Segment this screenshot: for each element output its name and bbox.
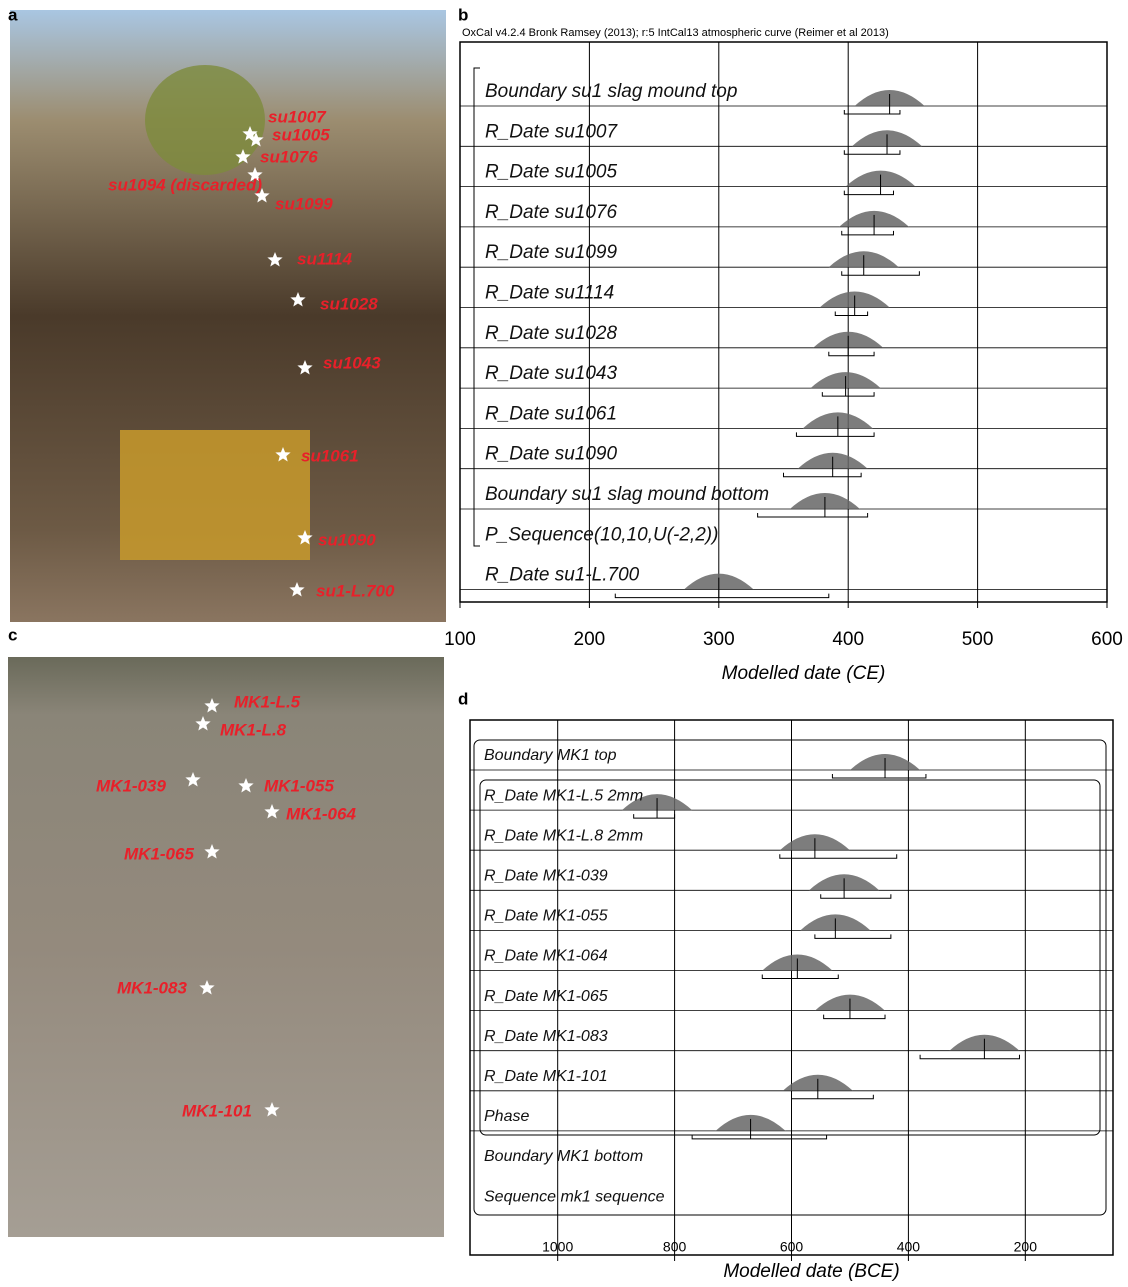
excavator xyxy=(120,430,310,560)
range-bracket xyxy=(844,191,893,195)
x-tick-label: 600 xyxy=(780,1239,804,1255)
panel-letter: c xyxy=(8,625,17,644)
photo-label: su1005 xyxy=(272,125,330,144)
range-bracket xyxy=(920,1055,1019,1059)
row-label: R_Date MK1-083 xyxy=(484,1028,608,1045)
panel-letter: a xyxy=(8,5,18,24)
photo-label: su1007 xyxy=(268,107,327,126)
row-label: R_Date su1090 xyxy=(485,444,617,465)
x-tick-label: 800 xyxy=(663,1239,687,1255)
range-bracket xyxy=(824,1015,885,1019)
row-label: R_Date su1099 xyxy=(485,242,617,263)
x-tick-label: 400 xyxy=(897,1239,921,1255)
row-label: R_Date su1028 xyxy=(485,323,617,344)
range-bracket xyxy=(780,854,897,858)
row-label: R_Date MK1-L.8 2mm xyxy=(484,827,643,844)
row-label: R_Date MK1-039 xyxy=(484,868,608,885)
photo-label: MK1-055 xyxy=(264,776,334,795)
photo-label: MK1-101 xyxy=(182,1101,252,1120)
row-label: R_Date su1043 xyxy=(485,363,617,384)
photo-label: MK1-065 xyxy=(124,844,194,863)
panel-letter: d xyxy=(458,689,468,708)
row-label: R_Date su1005 xyxy=(485,162,617,183)
row-label: R_Date MK1-064 xyxy=(484,948,608,965)
row-label: R_Date MK1-101 xyxy=(484,1068,608,1085)
row-label: R_Date su1-L.700 xyxy=(485,565,640,586)
photo-label: MK1-083 xyxy=(117,978,187,997)
range-bracket xyxy=(844,150,900,154)
photo-label: su1076 xyxy=(260,147,318,166)
photo-label: MK1-039 xyxy=(96,776,166,795)
photo-label: MK1-L.5 xyxy=(234,692,301,711)
row-label: Boundary su1 slag mound bottom xyxy=(485,484,769,505)
photo-label: su1-L.700 xyxy=(316,581,395,600)
row-label: Phase xyxy=(484,1108,529,1125)
range-bracket xyxy=(842,271,920,275)
photo-label: MK1-064 xyxy=(286,804,356,823)
row-label: R_Date MK1-065 xyxy=(484,988,608,1005)
range-bracket xyxy=(634,814,675,818)
range-bracket xyxy=(615,594,829,598)
range-bracket xyxy=(796,432,874,436)
row-label: R_Date su1061 xyxy=(485,403,617,424)
photo-c xyxy=(8,657,444,1237)
range-bracket xyxy=(844,110,900,114)
range-bracket xyxy=(835,312,867,316)
row-label: R_Date MK1-055 xyxy=(484,908,608,925)
row-label: R_Date su1076 xyxy=(485,202,617,223)
x-tick-label: 100 xyxy=(444,629,476,650)
row-label: Boundary su1 slag mound top xyxy=(485,81,737,102)
group-bracket xyxy=(474,68,480,546)
x-tick-label: 200 xyxy=(574,629,606,650)
row-label: R_Date su1114 xyxy=(485,283,614,304)
range-bracket xyxy=(815,934,891,938)
range-bracket xyxy=(829,352,874,356)
x-tick-label: 500 xyxy=(962,629,994,650)
row-label: Sequence mk1 sequence xyxy=(484,1188,665,1205)
group-box xyxy=(474,740,1106,1215)
photo-label: su1099 xyxy=(275,194,333,213)
range-bracket xyxy=(762,975,838,979)
photo-label: su1094 (discarded) xyxy=(108,175,262,194)
row-label: Boundary MK1 bottom xyxy=(484,1148,643,1165)
range-bracket xyxy=(758,513,868,517)
panel-letter: b xyxy=(458,5,468,24)
photo-label: MK1-L.8 xyxy=(220,720,287,739)
subtitle: OxCal v4.2.4 Bronk Ramsey (2013); r:5 In… xyxy=(462,27,889,39)
x-tick-label: 400 xyxy=(832,629,864,650)
photo-label: su1090 xyxy=(318,530,376,549)
photo-label: su1061 xyxy=(301,446,359,465)
photo-label: su1114 xyxy=(297,249,353,268)
tree xyxy=(145,65,265,175)
x-tick-label: 300 xyxy=(703,629,735,650)
figure: a b c d su1007su1005 su1076 su1094 (discarded)… xyxy=(0,0,1128,1282)
row-label: R_Date MK1-L.5 2mm xyxy=(484,787,643,804)
range-bracket xyxy=(821,894,891,898)
row-label: P_Sequence(10,10,U(-2,2)) xyxy=(485,524,718,545)
range-bracket xyxy=(784,473,862,477)
x-tick-label: 600 xyxy=(1091,629,1123,650)
photo-label: su1043 xyxy=(323,353,381,372)
photo-label: su1028 xyxy=(320,294,378,313)
x-axis-label: Modelled date (BCE) xyxy=(723,1261,899,1282)
row-label: Boundary MK1 top xyxy=(484,747,617,764)
range-bracket xyxy=(792,1095,874,1099)
row-label: R_Date su1007 xyxy=(485,121,618,142)
range-bracket xyxy=(842,231,894,235)
x-tick-label: 200 xyxy=(1014,1239,1038,1255)
range-bracket xyxy=(832,774,926,778)
x-tick-label: 1000 xyxy=(542,1239,573,1255)
x-axis-label: Modelled date (CE) xyxy=(722,663,886,684)
